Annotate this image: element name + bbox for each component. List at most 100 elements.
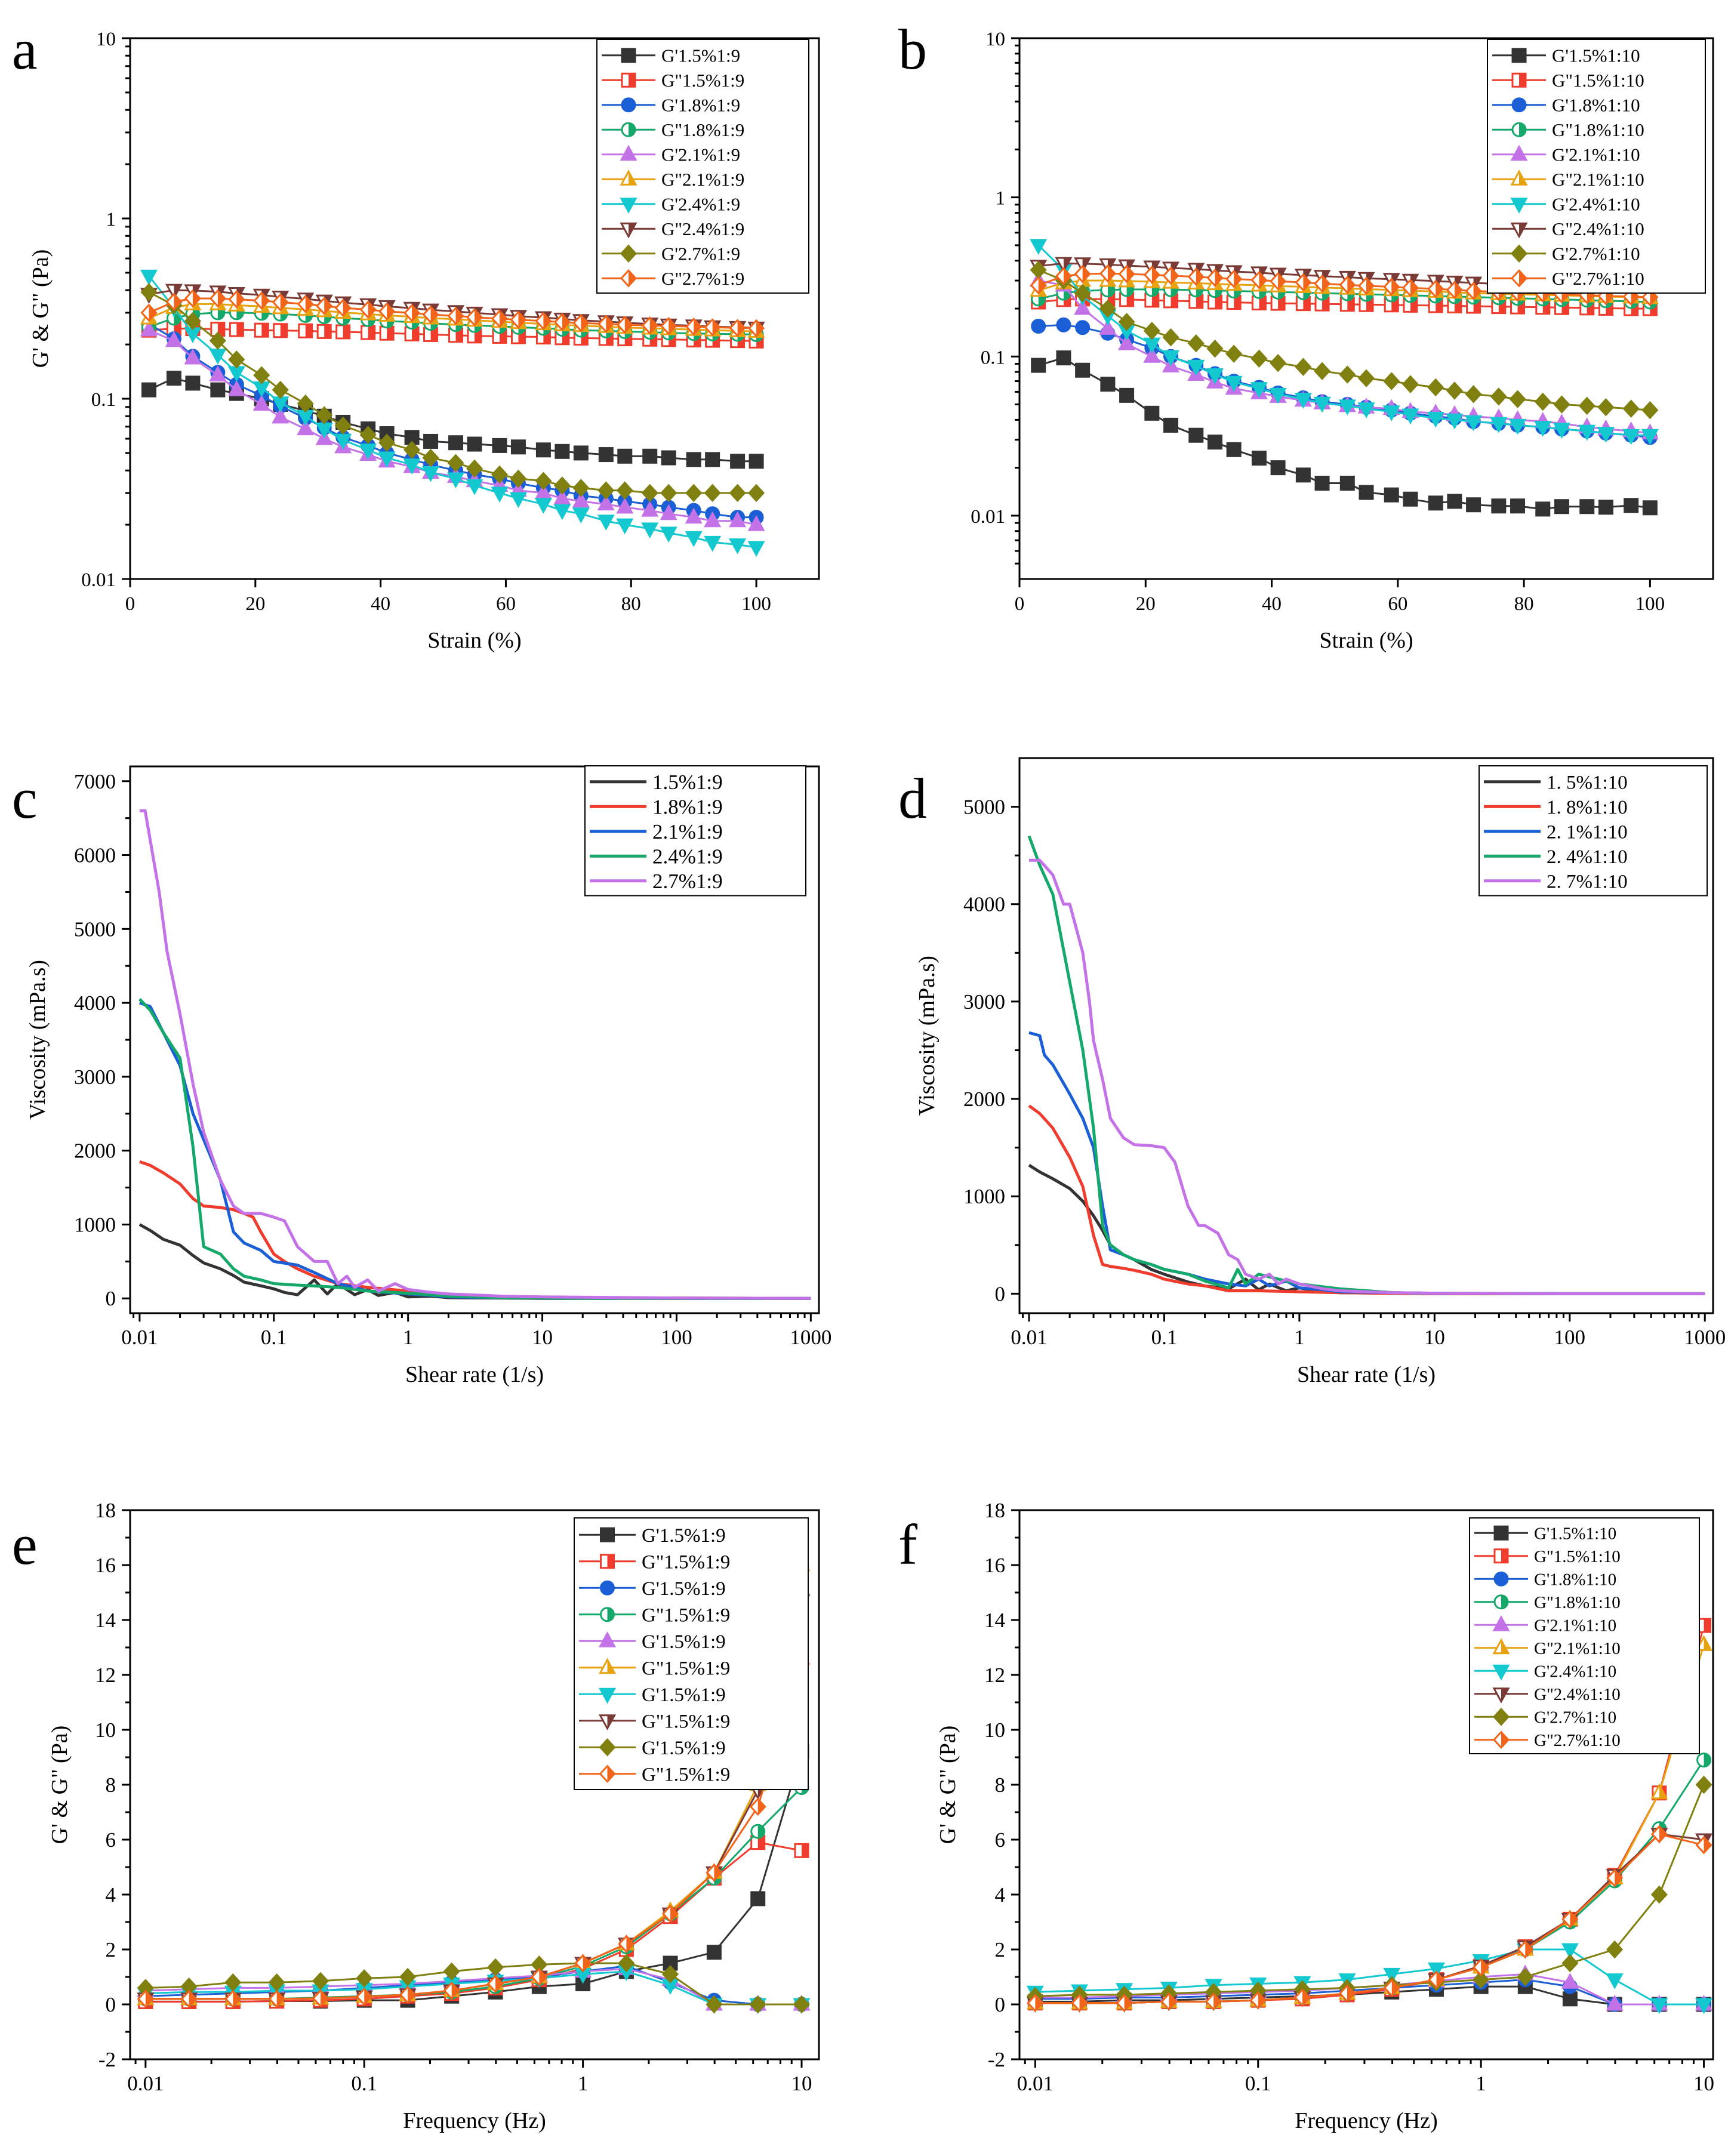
legend-marker [1510, 244, 1528, 263]
data-point [184, 289, 201, 308]
data-point [535, 312, 552, 330]
data-point [1339, 276, 1356, 294]
data-point [1144, 292, 1160, 308]
x-tick-label: 100 [1635, 593, 1665, 615]
legend-entry: 1. 5%1:10 [1484, 772, 1628, 793]
data-point [1160, 1992, 1178, 2011]
legend-marker [621, 48, 636, 63]
data-point [573, 445, 589, 461]
plot-frame [1018, 757, 1714, 1314]
data-point [1695, 1775, 1712, 1794]
series-line [1028, 1104, 1705, 1295]
legend-entry: G'2.1%1:9 [602, 144, 740, 165]
series-line [1027, 835, 1705, 1295]
data-point [1535, 501, 1551, 517]
legend-label: G"2.7%1:9 [661, 268, 744, 289]
data-point [685, 318, 703, 336]
x-tick-label: 0.1 [1245, 2072, 1271, 2095]
data-point [618, 1935, 635, 1954]
data-point [750, 1824, 766, 1839]
data-point [1027, 1994, 1044, 2012]
legend: G'1.5%1:9 G"1.5%1:9 G'1.5%1:9 G"1.5%1:9 G'1.… [574, 1517, 809, 1790]
legend-label: 2. 4%1:10 [1547, 846, 1628, 868]
data-point [1597, 398, 1615, 417]
data-point [616, 481, 633, 500]
y-axis-label: G' & G" (Pa) [47, 1726, 72, 1844]
legend-entry: 1.8%1:9 [590, 796, 723, 819]
legend-label: G'2.1%1:10 [1534, 1616, 1616, 1635]
x-tick-label: 1000 [790, 1326, 831, 1349]
data-point [1383, 372, 1400, 390]
data-point [165, 331, 183, 347]
data-point [224, 1989, 242, 2009]
y-tick-label: 10 [984, 1718, 1005, 1742]
legend-entry: G"2.4%1:10 [1492, 218, 1644, 239]
y-tick-label: 12 [95, 1664, 116, 1687]
data-point [1402, 279, 1419, 297]
data-point [1473, 1958, 1490, 1977]
data-point [273, 323, 288, 338]
y-tick-label: 1000 [963, 1185, 1005, 1208]
data-point [1116, 1994, 1133, 2012]
data-point [748, 319, 765, 338]
x-tick-label: 100 [741, 593, 771, 615]
legend-label: 2.1%1:9 [652, 820, 723, 843]
legend-marker [620, 170, 637, 186]
legend-marker [1510, 170, 1528, 186]
data-point [729, 538, 747, 555]
x-tick-label: 0.01 [1017, 2072, 1054, 2095]
y-axis-label: G' & G" (Pa) [935, 1726, 960, 1844]
legend-label: G'1.5%1:10 [1534, 1524, 1616, 1543]
legend-label: G'2.4%1:10 [1552, 194, 1640, 215]
data-point [210, 382, 226, 398]
panel-e-frequency-sweep-1-9: e 0.01 0.1 1 10 -2 0 2 4 6 8 10 12 14 16 18 Frequency (H… [12, 1499, 820, 2133]
data-point [140, 303, 158, 322]
data-point [359, 443, 377, 460]
data-point [534, 498, 552, 514]
data-point [1249, 1991, 1267, 2010]
y-tick-label: 6 [106, 1828, 116, 1852]
x-tick-label: 20 [245, 593, 265, 615]
data-point [1606, 1973, 1624, 1989]
y-tick-label: 10 [985, 29, 1005, 50]
data-point [1465, 282, 1482, 300]
x-tick-label: 60 [1388, 593, 1407, 615]
x-tick-label: 10 [532, 1326, 553, 1349]
y-tick-label: 0.01 [81, 569, 116, 591]
data-point [1650, 1998, 1668, 2015]
data-point [1295, 467, 1311, 483]
y-tick-label: 5000 [963, 796, 1005, 819]
data-point [1427, 412, 1444, 428]
legend-entry: G"2.7%1:9 [602, 268, 744, 289]
data-point [1447, 494, 1462, 509]
legend-entry: G'1.5%1:9 [579, 1525, 726, 1547]
y-tick-label: 0 [106, 1287, 116, 1310]
data-point [378, 451, 396, 468]
panel-label: a [12, 17, 38, 81]
data-point [1650, 1783, 1668, 1800]
data-point [1295, 273, 1312, 292]
data-point [447, 307, 464, 325]
legend-label: G"1.5%1:9 [642, 1551, 730, 1573]
legend-marker [1510, 222, 1528, 239]
legend-label: G"2.7%1:10 [1534, 1731, 1621, 1750]
data-point [1075, 320, 1091, 335]
data-point [1100, 377, 1116, 392]
data-point [1295, 296, 1311, 312]
data-point [1606, 1869, 1624, 1887]
legend-marker [621, 122, 636, 137]
data-point [1187, 334, 1205, 353]
data-point [1696, 1752, 1712, 1768]
y-tick-label: 6 [995, 1828, 1006, 1852]
legend-entry: 2.1%1:9 [590, 820, 723, 843]
data-point [704, 318, 721, 337]
legend-label: G"2.4%1:10 [1552, 218, 1644, 239]
legend-entry: G"1.8%1:9 [602, 119, 744, 140]
data-point [359, 426, 377, 444]
data-point [1226, 442, 1242, 457]
data-point [574, 1954, 592, 1973]
data-point [1162, 350, 1180, 366]
legend-marker [1511, 122, 1527, 137]
legend-entry: G"1.5%1:9 [602, 70, 744, 91]
